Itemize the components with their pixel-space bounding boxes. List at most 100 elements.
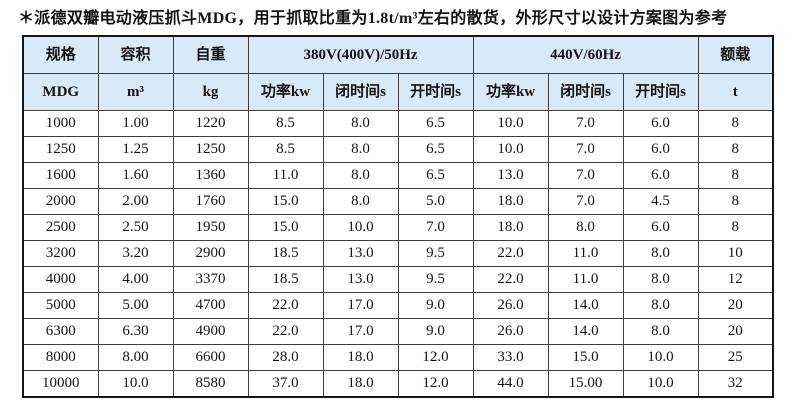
table-cell: 8	[697, 135, 774, 163]
table-row: 1000 1.00 1220 8.5 8.0 6.5 10.0 7.0 6.0 8	[22, 110, 774, 137]
table-cell: 10.0	[622, 343, 699, 371]
table-cell: 10.0	[472, 135, 549, 163]
table-cell: 7.0	[547, 161, 624, 189]
table-cell: 3.20	[97, 239, 174, 267]
table-row: 2000 2.00 1760 15.0 8.0 5.0 18.0 7.0 4.5 8	[22, 187, 774, 215]
table-cell: 8.0	[322, 135, 399, 163]
table-cell: 1360	[172, 161, 249, 189]
table-row: 1600 1.60 1360 11.0 8.0 6.5 13.0 7.0 6.0 8	[22, 161, 774, 189]
table-cell: 10.0	[97, 369, 174, 398]
table-cell: 6.0	[622, 213, 699, 241]
col-header-weight: 自重	[172, 35, 249, 74]
table-cell: 18.5	[247, 265, 324, 293]
table-cell: 15.0	[247, 187, 324, 215]
table-row: 1250 1.25 1250 8.5 8.0 6.5 10.0 7.0 6.0 8	[22, 135, 774, 163]
table-cell: 7.0	[397, 213, 474, 241]
table-cell: 14.0	[547, 317, 624, 345]
table-cell: 8.5	[247, 135, 324, 163]
table-cell: 11.0	[247, 161, 324, 189]
table-cell: 12	[697, 265, 774, 293]
table-cell: 8.0	[322, 161, 399, 189]
table-cell: 3370	[172, 265, 249, 293]
unit-header-power-50: 功率kw	[247, 73, 324, 111]
table-cell: 10.0	[622, 369, 699, 398]
col-header-spec: 规格	[22, 35, 99, 74]
table-cell: 2000	[22, 187, 99, 215]
table-row: 8000 8.00 6600 28.0 18.0 12.0 33.0 15.0 10.0 25	[22, 343, 774, 371]
table-cell: 11.0	[547, 265, 624, 293]
unit-header-m3: m³	[97, 73, 174, 111]
table-cell: 20	[697, 317, 774, 345]
table-cell: 6.30	[97, 317, 174, 345]
table-cell: 3200	[22, 239, 99, 267]
table-cell: 8	[697, 187, 774, 215]
table-cell: 2900	[172, 239, 249, 267]
table-cell: 12.0	[397, 369, 474, 398]
table-cell: 7.0	[547, 135, 624, 163]
table-cell: 1600	[22, 161, 99, 189]
table-cell: 44.0	[472, 369, 549, 398]
table-cell: 7.0	[547, 187, 624, 215]
table-cell: 18.5	[247, 239, 324, 267]
table-cell: 22.0	[247, 317, 324, 345]
table-cell: 18.0	[472, 187, 549, 215]
table-cell: 1220	[172, 110, 249, 137]
table-cell: 1250	[172, 135, 249, 163]
table-cell: 1.25	[97, 135, 174, 163]
table-row: 10000 10.0 8580 37.0 18.0 12.0 44.0 15.00 10.0 32	[22, 369, 774, 398]
table-cell: 8	[697, 161, 774, 189]
table-row: 3200 3.20 2900 18.5 13.0 9.5 22.0 11.0 8.0 10	[22, 239, 774, 267]
table-cell: 5000	[22, 291, 99, 319]
unit-header-opentime-50: 开时间s	[397, 73, 474, 111]
table-cell: 8.0	[622, 265, 699, 293]
table-cell: 20	[697, 291, 774, 319]
unit-header-closetime-60: 闭时间s	[547, 73, 624, 111]
table-cell: 33.0	[472, 343, 549, 371]
table-cell: 9.5	[397, 239, 474, 267]
table-cell: 8000	[22, 343, 99, 371]
header-row-units: MDG m³ kg 功率kw 闭时间s 开时间s 功率kw 闭时间s 开时间s …	[22, 73, 774, 111]
table-cell: 8.0	[547, 213, 624, 241]
table-cell: 10.0	[472, 110, 549, 137]
table-cell: 18.0	[472, 213, 549, 241]
table-cell: 5.00	[97, 291, 174, 319]
table-cell: 8.0	[622, 291, 699, 319]
table-cell: 22.0	[247, 291, 324, 319]
table-cell: 13.0	[322, 265, 399, 293]
table-cell: 32	[697, 369, 774, 398]
table-cell: 4.00	[97, 265, 174, 293]
table-cell: 8.0	[322, 110, 399, 137]
spec-table: 规格 容积 自重 380V(400V)/50Hz 440V/60Hz 额载 MD…	[22, 35, 775, 398]
table-cell: 8.0	[622, 239, 699, 267]
table-cell: 5.0	[397, 187, 474, 215]
table-cell: 15.00	[547, 369, 624, 398]
table-cell: 18.0	[322, 369, 399, 398]
table-cell: 37.0	[247, 369, 324, 398]
table-cell: 8.0	[322, 187, 399, 215]
table-cell: 6.5	[397, 161, 474, 189]
table-cell: 6.0	[622, 161, 699, 189]
table-cell: 8.5	[247, 110, 324, 137]
spec-table-body: 1000 1.00 1220 8.5 8.0 6.5 10.0 7.0 6.0 8 1250 1.25…	[22, 110, 774, 398]
table-cell: 8	[697, 110, 774, 137]
spec-table-header: 规格 容积 自重 380V(400V)/50Hz 440V/60Hz 额载 MD…	[22, 35, 774, 111]
table-cell: 7.0	[547, 110, 624, 137]
unit-header-closetime-50: 闭时间s	[322, 73, 399, 111]
table-cell: 8580	[172, 369, 249, 398]
table-cell: 4700	[172, 291, 249, 319]
unit-header-opentime-60: 开时间s	[622, 73, 699, 111]
table-cell: 11.0	[547, 239, 624, 267]
table-row: 6300 6.30 4900 22.0 17.0 9.0 26.0 14.0 8.0 20	[22, 317, 774, 345]
table-cell: 2500	[22, 213, 99, 241]
table-cell: 4.5	[622, 187, 699, 215]
unit-header-t: t	[697, 73, 774, 111]
table-cell: 10000	[22, 369, 99, 398]
table-row: 5000 5.00 4700 22.0 17.0 9.0 26.0 14.0 8.0 20	[22, 291, 774, 319]
table-cell: 17.0	[322, 291, 399, 319]
header-row-groups: 规格 容积 自重 380V(400V)/50Hz 440V/60Hz 额载	[22, 35, 774, 74]
table-cell: 1250	[22, 135, 99, 163]
col-group-50hz: 380V(400V)/50Hz	[247, 35, 474, 74]
table-cell: 8	[697, 213, 774, 241]
table-cell: 25	[697, 343, 774, 371]
table-cell: 18.0	[322, 343, 399, 371]
